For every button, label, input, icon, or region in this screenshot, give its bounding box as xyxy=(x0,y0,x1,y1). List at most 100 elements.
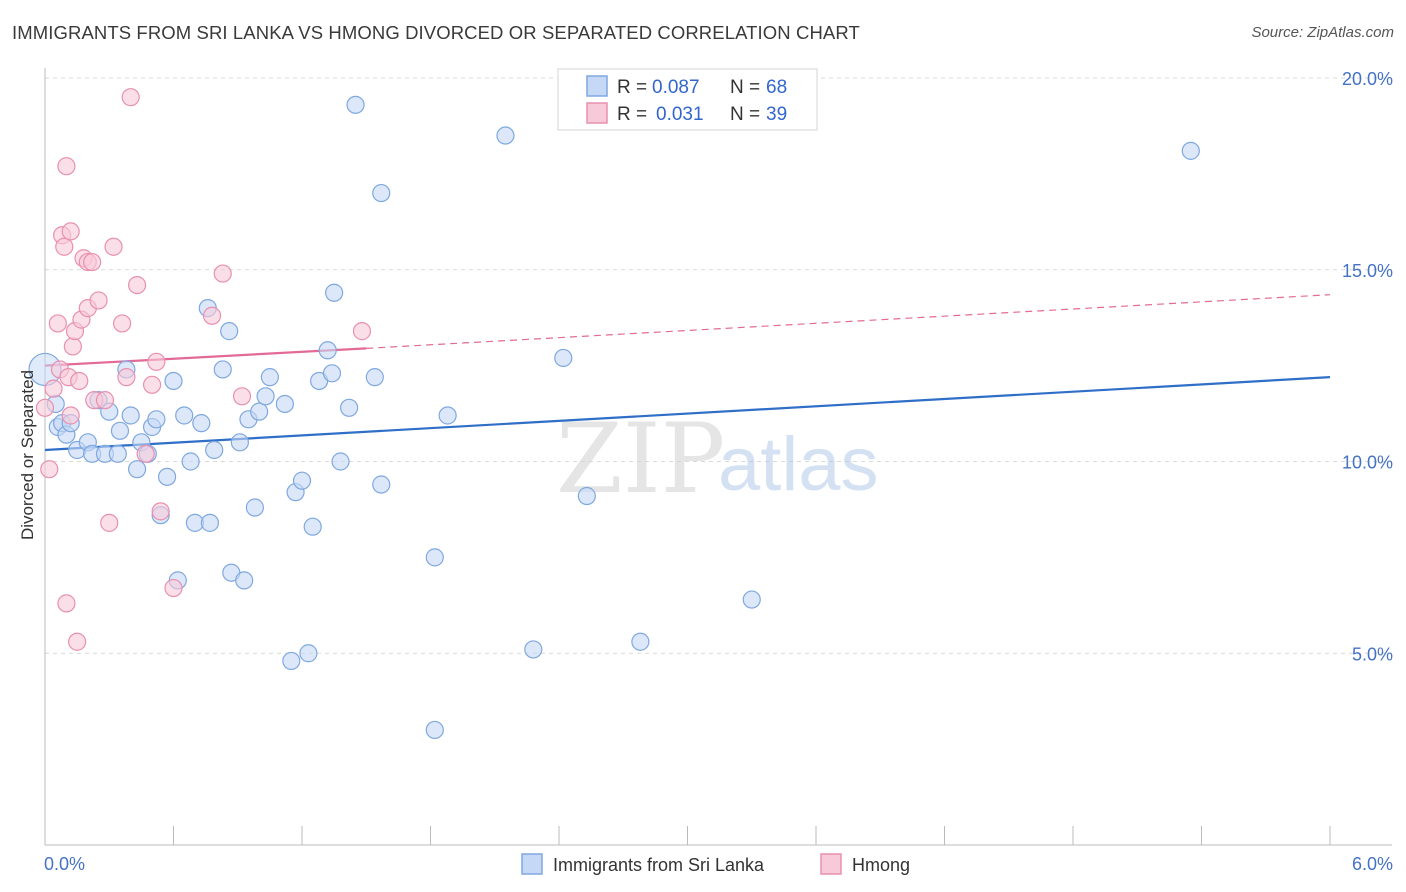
chart-title: IMMIGRANTS FROM SRI LANKA VS HMONG DIVOR… xyxy=(12,22,860,43)
point-s1-32 xyxy=(147,352,166,371)
point-s1-0 xyxy=(35,398,55,417)
point-s1-36 xyxy=(213,264,232,283)
legend-r-label-1: R = xyxy=(617,77,647,98)
point-s0-25 xyxy=(175,406,194,425)
x-tick-labels: 0.0% 6.0% xyxy=(44,854,1393,874)
point-s0-28 xyxy=(192,414,211,433)
point-s0-54 xyxy=(346,95,365,114)
y-axis-label: Divorced or Separated xyxy=(18,370,37,540)
point-s1-3 xyxy=(48,314,67,333)
point-s0-15 xyxy=(121,406,140,425)
point-s0-51 xyxy=(325,283,344,302)
point-s0-46 xyxy=(299,644,318,663)
point-s0-53 xyxy=(340,398,359,417)
point-s0-13 xyxy=(110,421,130,440)
point-s1-24 xyxy=(100,513,119,532)
point-s1-10 xyxy=(61,222,80,241)
legend-n-value-1: 68 xyxy=(766,77,787,98)
watermark-atlas: atlas xyxy=(718,422,879,507)
y-tick-label-3: 20.0% xyxy=(1342,69,1393,89)
trend-line-dashed-1 xyxy=(366,294,1331,349)
point-s1-28 xyxy=(121,88,140,107)
point-s0-16 xyxy=(127,460,147,479)
point-s0-22 xyxy=(157,467,177,486)
trend-line-0 xyxy=(44,376,1331,452)
point-s0-66 xyxy=(742,590,761,609)
point-s0-59 xyxy=(425,720,444,740)
y-tick-labels: 5.0% 10.0% 15.0% 20.0% xyxy=(1342,69,1393,664)
axes xyxy=(44,68,1392,846)
y-tick-label-2: 15.0% xyxy=(1342,261,1393,281)
point-s1-11 xyxy=(61,406,80,425)
legend-r-value-2: 0.031 xyxy=(656,104,704,125)
point-s0-20 xyxy=(147,410,166,429)
y-tick-label-1: 10.0% xyxy=(1342,453,1393,473)
point-s0-50 xyxy=(322,364,342,383)
bottom-legend: Immigrants from Sri Lanka Hmong xyxy=(521,853,910,875)
grid-lines xyxy=(45,77,1392,654)
point-s0-43 xyxy=(282,651,301,671)
legend-r-value-1: 0.087 xyxy=(652,77,700,98)
point-s1-7 xyxy=(57,594,76,613)
point-s0-64 xyxy=(577,486,596,506)
legend-n-value-2: 39 xyxy=(766,104,787,125)
point-s0-61 xyxy=(496,126,515,145)
point-s0-42 xyxy=(275,394,294,414)
point-s0-33 xyxy=(220,322,239,341)
point-s1-8 xyxy=(57,157,76,176)
chart-source: Source: ZipAtlas.com xyxy=(1251,24,1394,41)
point-s1-12 xyxy=(63,337,82,356)
point-s1-30 xyxy=(136,444,155,463)
point-s1-27 xyxy=(117,368,136,387)
point-s0-35 xyxy=(230,433,249,452)
point-s0-49 xyxy=(318,341,337,360)
point-s1-26 xyxy=(112,314,132,333)
point-s1-35 xyxy=(202,306,222,325)
legend-swatch-hmong xyxy=(586,102,608,124)
bottom-legend-swatch-sri-lanka xyxy=(521,853,543,875)
legend-n-label-1: N = xyxy=(730,77,760,98)
data-points xyxy=(28,88,1200,740)
point-s0-40 xyxy=(256,387,275,406)
point-s0-38 xyxy=(245,498,264,517)
point-s0-56 xyxy=(372,183,391,203)
point-s0-55 xyxy=(365,368,384,387)
legend-r-label-2: R = xyxy=(617,104,647,125)
point-s0-12 xyxy=(108,444,127,463)
point-s0-63 xyxy=(554,348,573,368)
point-s0-47 xyxy=(303,517,322,536)
point-s1-31 xyxy=(142,375,162,394)
point-s0-65 xyxy=(631,632,650,651)
point-s1-38 xyxy=(352,322,372,341)
point-s0-32 xyxy=(213,360,232,379)
legend-swatch-sri-lanka xyxy=(586,75,608,97)
point-s0-31 xyxy=(205,440,224,460)
point-s1-15 xyxy=(70,371,89,391)
point-s0-45 xyxy=(292,471,312,490)
legend: R = 0.087 N = 68 R = 0.031 N = 39 xyxy=(557,68,818,131)
point-s1-1 xyxy=(40,460,59,479)
point-s0-57 xyxy=(372,475,391,494)
point-s0-39 xyxy=(250,402,269,421)
point-s1-22 xyxy=(89,291,108,310)
point-s1-23 xyxy=(95,391,115,410)
bottom-legend-label-hmong: Hmong xyxy=(852,855,910,875)
point-s0-52 xyxy=(331,452,350,471)
point-s1-37 xyxy=(232,387,252,406)
point-s0-30 xyxy=(200,513,220,532)
point-s1-25 xyxy=(104,237,123,256)
point-s0-58 xyxy=(425,548,444,567)
x-tick-label-0: 0.0% xyxy=(44,854,85,874)
point-s0-41 xyxy=(260,368,279,387)
point-s0-36 xyxy=(235,571,254,590)
watermark: ZIP atlas xyxy=(556,403,879,515)
point-s0-26 xyxy=(181,452,200,471)
bottom-legend-swatch-hmong xyxy=(820,853,842,875)
bottom-legend-label-sri-lanka: Immigrants from Sri Lanka xyxy=(553,855,765,875)
point-s1-14 xyxy=(68,632,87,651)
x-tick-label-1: 6.0% xyxy=(1352,854,1393,874)
legend-n-label-2: N = xyxy=(730,104,760,125)
point-s1-29 xyxy=(127,275,147,295)
point-s1-34 xyxy=(164,578,183,598)
